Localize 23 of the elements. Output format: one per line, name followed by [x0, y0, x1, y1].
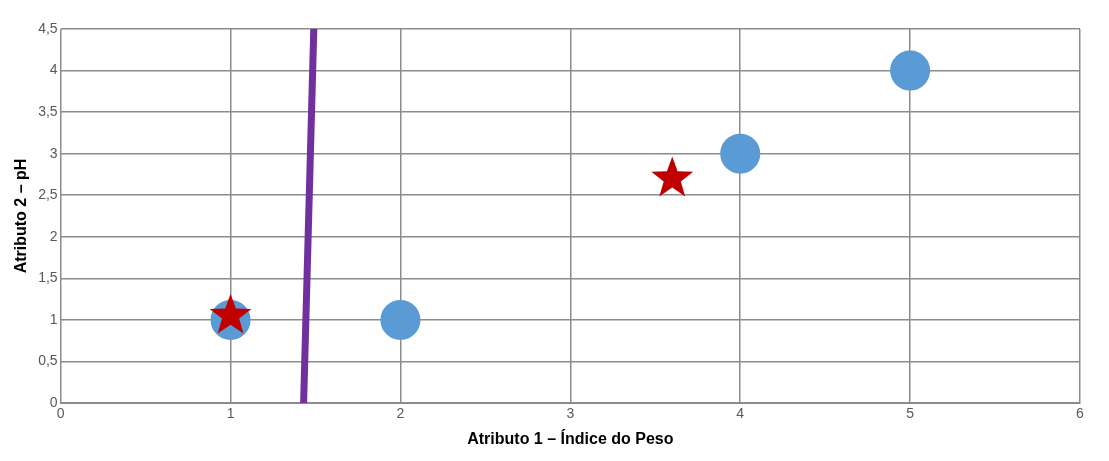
y-tick-label: 4,5 [38, 19, 58, 36]
x-tick-label: 3 [566, 405, 575, 422]
x-tick-label: 2 [396, 405, 405, 422]
point [890, 50, 931, 91]
point [380, 299, 421, 340]
y-tick-label: 0,5 [38, 352, 58, 369]
y-axis-title: Atributo 2 – pH [12, 158, 30, 274]
y-tick-label: 1,5 [38, 269, 58, 286]
point [720, 133, 761, 174]
x-tick-label: 5 [906, 405, 915, 422]
y-tick-label: 2 [49, 227, 58, 244]
y-tick-label: 4 [49, 61, 58, 78]
point [651, 156, 694, 197]
x-tick-label: 4 [736, 405, 745, 422]
x-tick-label: 6 [1076, 405, 1085, 422]
y-tick-label: 3,5 [38, 102, 58, 119]
x-tick-label: 1 [226, 405, 235, 422]
y-tick-label: 1 [49, 310, 58, 327]
y-tick-label: 0 [49, 393, 58, 410]
point [209, 293, 252, 334]
y-tick-label: 2,5 [38, 186, 58, 203]
x-axis-title: Atributo 1 – Índice do Peso [467, 428, 674, 447]
y-tick-label: 3 [49, 144, 58, 161]
